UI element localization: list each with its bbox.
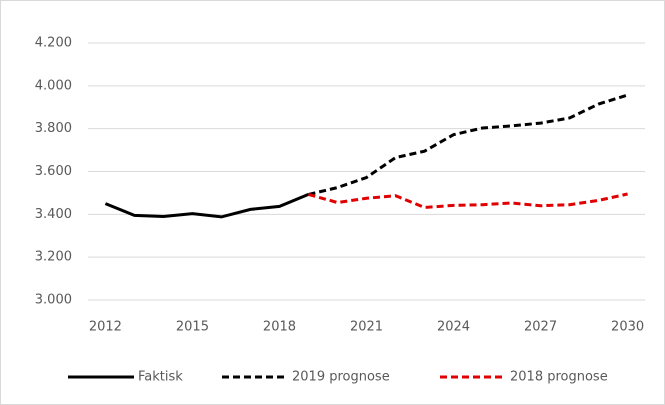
y-tick-label: 4.000 (35, 78, 72, 93)
y-tick-label: 3.200 (35, 250, 72, 265)
x-tick-label: 2018 (263, 320, 296, 335)
legend-label: 2018 prognose (510, 370, 608, 385)
legend-label: 2019 prognose (292, 370, 390, 385)
y-tick-label: 4.200 (35, 36, 72, 51)
series-line (104, 193, 310, 219)
x-tick-label: 2027 (524, 320, 557, 335)
y-tick-label: 3.600 (35, 164, 72, 179)
y-tick-label: 3.400 (35, 207, 72, 222)
x-tick-label: 2015 (176, 320, 209, 335)
y-tick-label: 3.000 (35, 293, 72, 308)
x-tick-label: 2030 (611, 320, 644, 335)
x-tick-label: 2012 (89, 320, 122, 335)
x-tick-label: 2024 (437, 320, 470, 335)
series-line (308, 192, 628, 210)
y-tick-label: 3.800 (35, 121, 72, 136)
series-line (308, 93, 629, 196)
legend-label: Faktisk (138, 370, 183, 385)
x-tick-label: 2021 (350, 320, 383, 335)
